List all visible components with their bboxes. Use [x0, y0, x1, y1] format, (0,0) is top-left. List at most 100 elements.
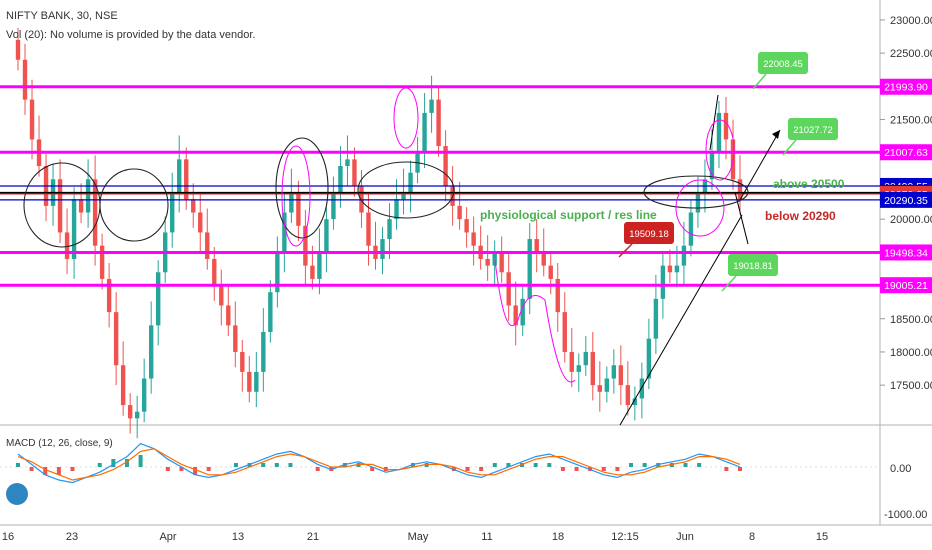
candle-body: [555, 278, 560, 313]
candle-body: [338, 166, 343, 193]
candle-body: [155, 272, 161, 326]
macd-histogram-bar: [560, 467, 565, 471]
macd-histogram-bar: [206, 467, 211, 471]
macd-histogram-bar: [193, 467, 198, 475]
macd-histogram-bar: [138, 455, 143, 467]
candle-body: [408, 172, 413, 193]
candle-body: [219, 285, 224, 306]
y-tick-label: 21500.00: [890, 115, 932, 127]
candle-body: [443, 146, 448, 186]
candle-body: [674, 265, 680, 273]
candle-body: [233, 325, 238, 352]
candle-body: [632, 398, 638, 406]
macd-histogram-bar: [547, 463, 552, 467]
macd-histogram-bar: [315, 467, 320, 471]
up-arrowhead: [772, 130, 780, 139]
macd-histogram-bar: [179, 467, 184, 471]
candle-body: [64, 232, 70, 259]
x-tick-label: Jun: [676, 531, 694, 543]
candle-body: [597, 385, 603, 392]
sketch-outline: [393, 87, 419, 149]
candle-body: [590, 351, 595, 386]
callout-value: 19018.81: [733, 261, 773, 272]
candle-body: [583, 351, 588, 366]
candle-body: [261, 332, 266, 372]
candle-body: [29, 99, 35, 140]
candle-body: [71, 199, 77, 259]
candle-body: [99, 245, 105, 279]
sketch-outline: [705, 119, 735, 181]
price-level-value: 20290.35: [884, 195, 928, 207]
candle-body: [303, 225, 308, 266]
macd-histogram-bar: [642, 463, 647, 467]
candle-body: [464, 219, 469, 233]
price-level-value: 19005.21: [884, 280, 928, 292]
candle-body: [639, 378, 645, 399]
candle-body: [212, 258, 217, 286]
macd-histogram-bar: [506, 463, 511, 467]
macd-histogram-bar: [43, 467, 48, 475]
candle-body: [618, 365, 624, 386]
candle-body: [78, 199, 84, 213]
candle-body: [660, 265, 666, 299]
candle-body: [296, 192, 301, 226]
candle-body: [429, 99, 434, 113]
macd-histogram-bar: [738, 467, 742, 471]
candle-body: [240, 351, 245, 372]
candle-body: [646, 338, 652, 379]
candle-body: [401, 192, 406, 200]
candle-body: [15, 39, 21, 60]
x-tick-label: 18: [552, 531, 564, 543]
callout-pointer: [782, 139, 797, 156]
macd-axis-label: 0.00: [890, 463, 911, 475]
x-tick-label: 15: [816, 531, 828, 543]
macd-histogram-bar: [274, 463, 279, 467]
x-tick-label: 21: [307, 531, 319, 543]
macd-histogram-bar: [465, 467, 470, 471]
candle-body: [737, 179, 743, 200]
callout-pointer: [618, 243, 633, 258]
candle-body: [310, 265, 315, 279]
price-level-tag: [880, 191, 932, 208]
macd-histogram-bar: [629, 463, 634, 467]
candle-body: [436, 99, 441, 147]
candle-body: [205, 232, 210, 259]
price-level-tag: [880, 144, 932, 161]
candle-body: [247, 371, 252, 392]
trend-line: [619, 214, 743, 426]
macd-histogram-bar: [683, 463, 688, 467]
macd-histogram-bar: [233, 463, 238, 467]
y-tick-label: 18500.00: [890, 314, 932, 326]
macd-histogram-bar: [492, 463, 497, 467]
macd-histogram-bar: [261, 463, 266, 467]
candle-body: [366, 212, 371, 246]
macd-histogram-bar: [479, 467, 484, 471]
note-below: below 20290: [765, 209, 836, 223]
price-level-value: 21993.90: [884, 82, 928, 94]
candle-body: [695, 192, 701, 213]
candle-body: [268, 292, 273, 333]
callout-value: 21027.72: [793, 125, 833, 136]
y-tick-label: 17500.00: [890, 380, 932, 392]
sketch-circle: [275, 137, 329, 239]
candle-body: [422, 112, 427, 153]
candle-body: [22, 59, 28, 100]
candle-body: [611, 365, 617, 379]
candle-body: [148, 325, 154, 379]
candle-body: [667, 265, 673, 273]
macd-histogram-bar: [16, 463, 20, 467]
x-tick-label: 11: [481, 531, 492, 543]
candle-body: [716, 112, 722, 153]
candle-body: [534, 239, 539, 253]
candle-body: [380, 239, 385, 259]
macd-histogram-bar: [697, 463, 702, 467]
tradingview-logo-icon[interactable]: [6, 483, 28, 505]
price-level-tag: [880, 277, 932, 294]
macd-histogram-bar: [97, 463, 102, 467]
candle-body: [604, 378, 610, 392]
macd-histogram-bar: [56, 467, 61, 475]
sketch-circle: [643, 175, 749, 209]
price-level-tag: [880, 78, 932, 95]
candle-body: [85, 179, 91, 213]
